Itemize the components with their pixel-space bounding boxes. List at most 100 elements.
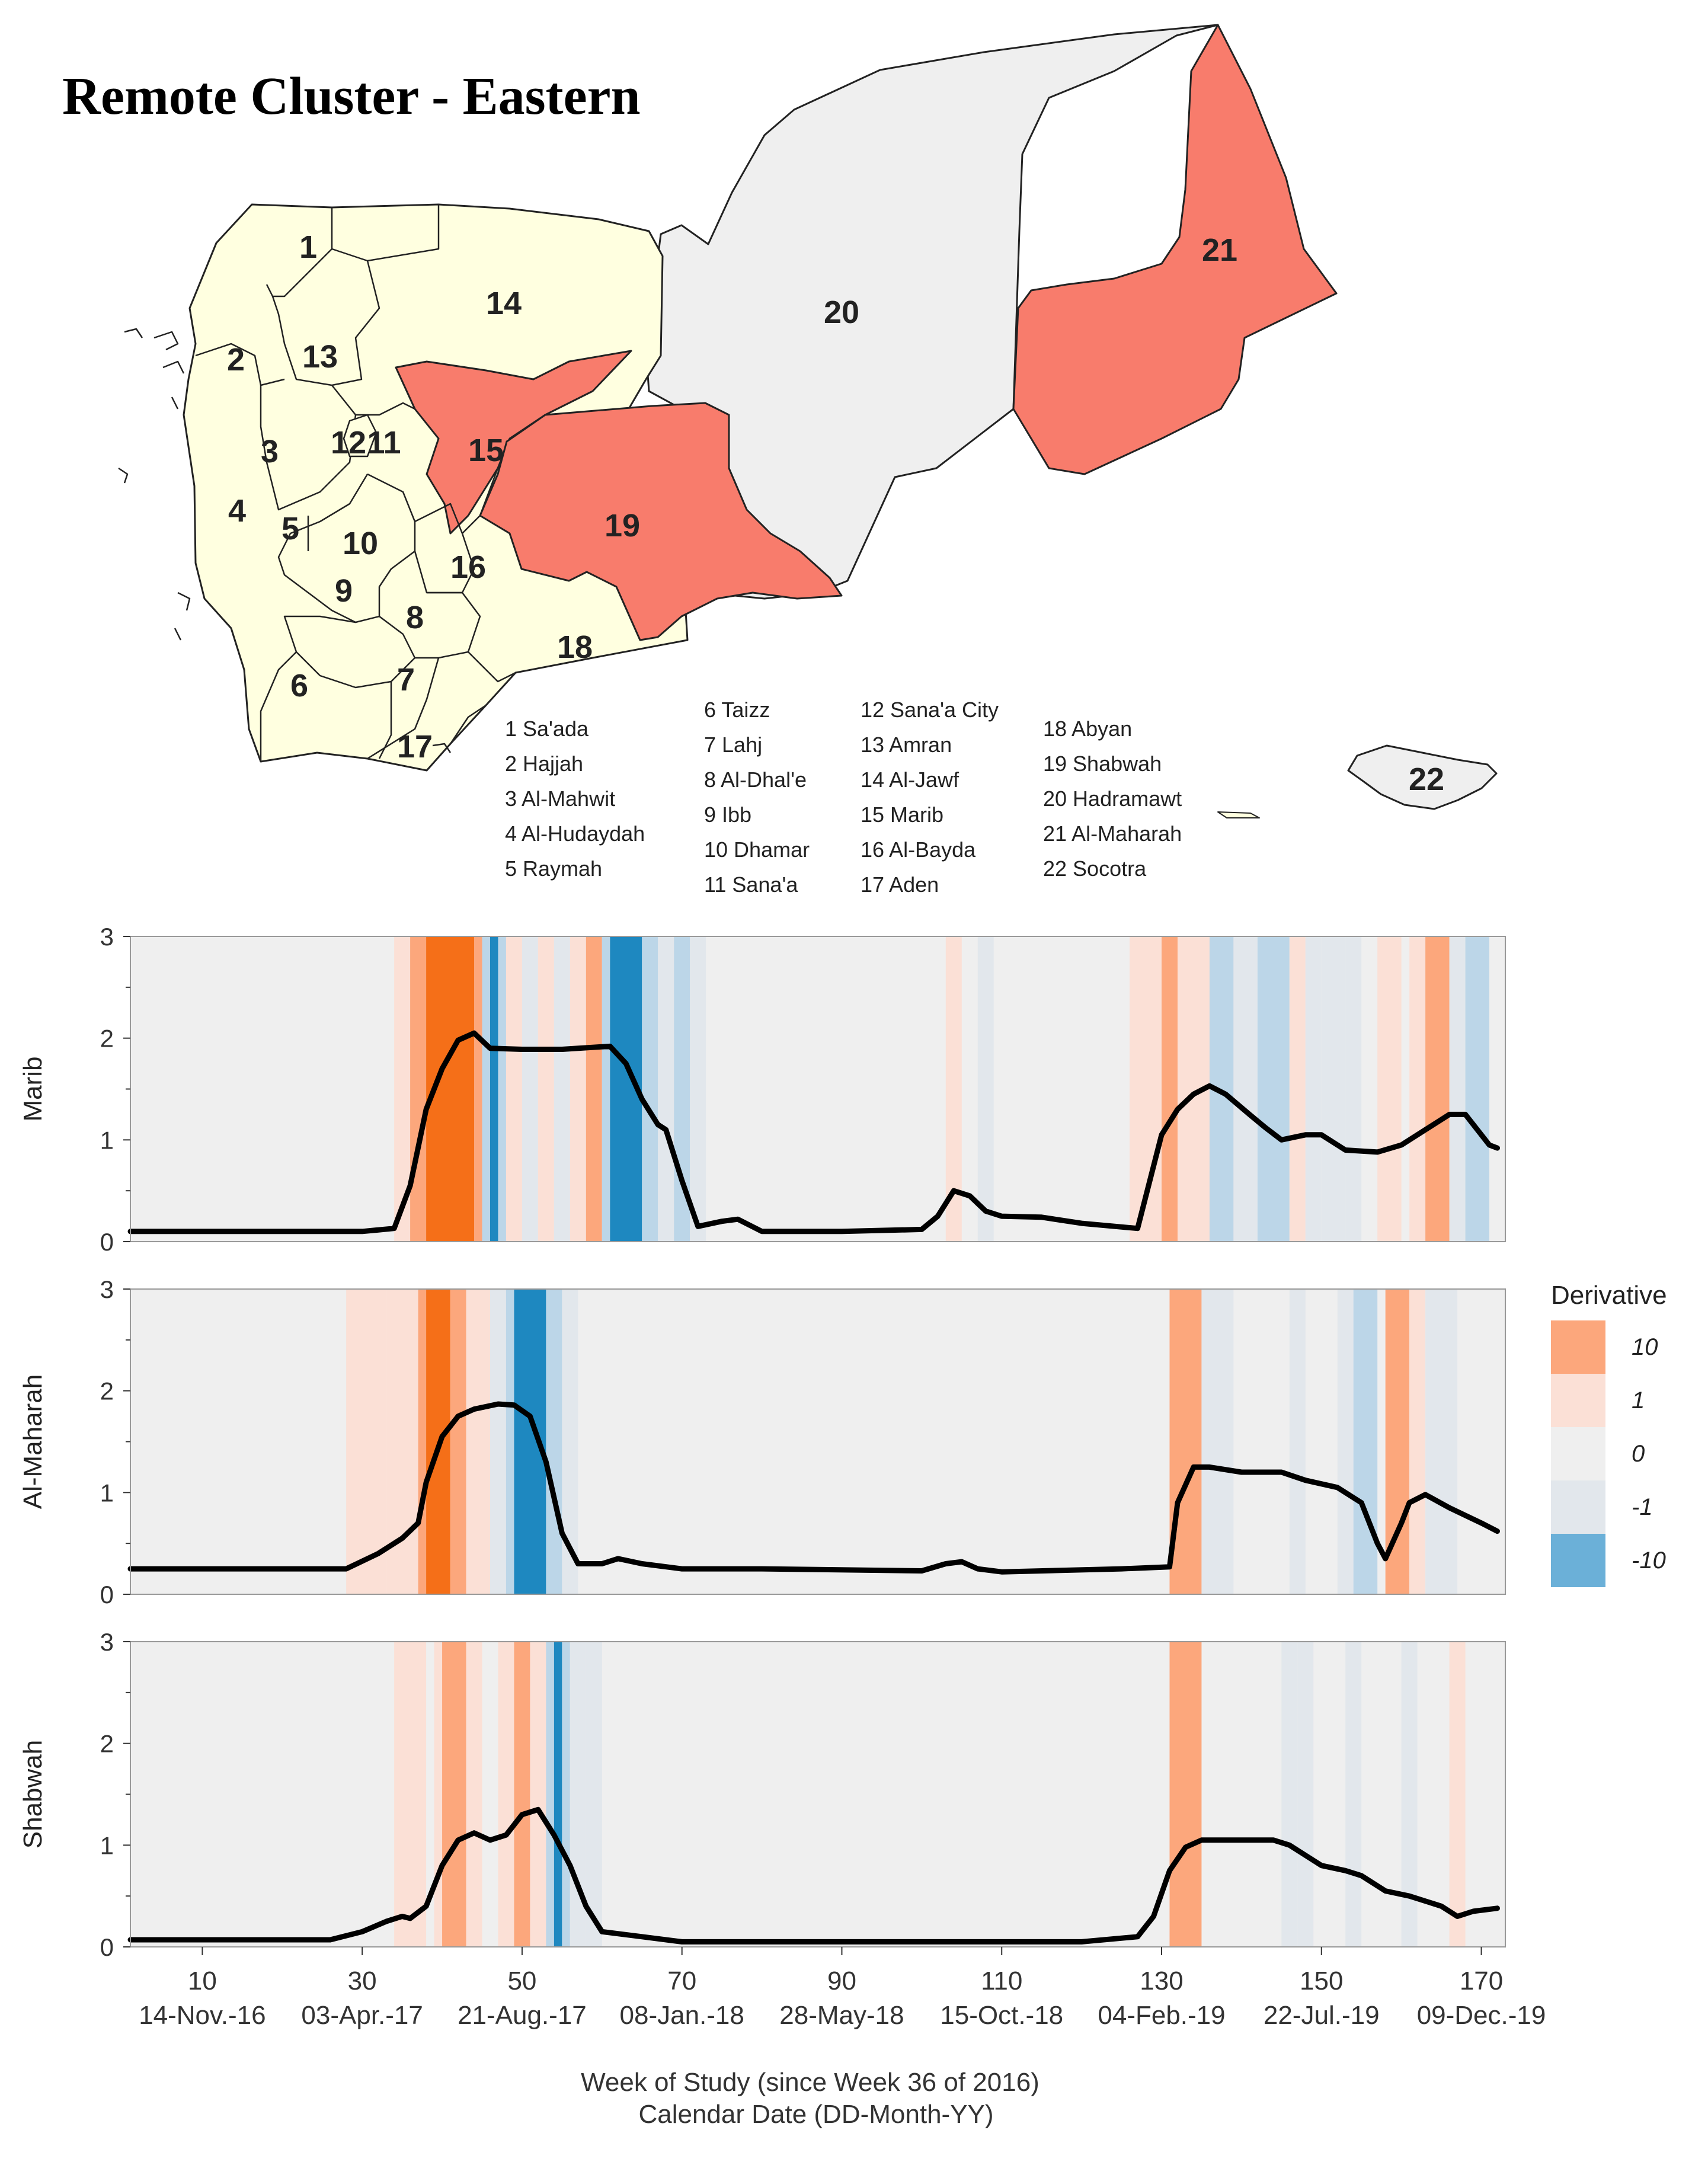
map-legend-item: 1 Sa'ada [505,717,589,741]
x-axis-title: Week of Study (since Week 36 of 2016) [581,2068,1039,2097]
region-label-13: 13 [302,339,338,375]
x-tick-label: 30 [348,1966,377,1995]
derivative-band [1289,1289,1306,1594]
y-tick-label: 0 [100,1581,114,1608]
panel-label: Shabwah [18,1740,47,1849]
derivative-band [546,1642,554,1947]
x-date-label: 21-Aug.-17 [458,2001,587,2030]
map-legend-item: 2 Hajjah [505,751,583,776]
x-date-label: 03-Apr.-17 [301,2001,423,2030]
map-legend-item: 16 Al-Bayda [861,837,976,862]
derivative-band [346,1289,386,1594]
x-date-label: 04-Feb.-19 [1098,2001,1225,2030]
derivative-legend-label: 0 [1632,1441,1645,1467]
derivative-band [1409,936,1426,1242]
derivative-band [1425,1289,1458,1594]
derivative-band [1409,1289,1426,1594]
region-label-16: 16 [450,549,486,585]
derivative-band [1401,1642,1418,1947]
region-label-19: 19 [604,508,640,543]
y-tick-label: 2 [100,1377,114,1405]
region-21 [1012,24,1338,475]
region-19 [479,402,843,641]
derivative-band [546,1289,562,1594]
derivative-band [1377,936,1402,1242]
map-legend-item: 9 Ibb [704,802,751,827]
region-label-10: 10 [343,526,378,561]
x-axis-subtitle: Calendar Date (DD-Month-YY) [638,2100,993,2129]
x-date-label: 15-Oct.-18 [940,2001,1063,2030]
region-label-14: 14 [486,286,522,321]
map-legend: 1 Sa'ada 2 Hajjah 3 Al-Mahwit 4 Al-Hudaydah… [505,698,1182,897]
derivative-band [482,936,490,1242]
derivative-band [1353,1289,1378,1594]
region-label-4: 4 [228,493,246,529]
region-label-7: 7 [397,662,415,698]
derivative-band [1449,1642,1466,1947]
y-tick-label: 3 [100,923,114,951]
derivative-band [466,1642,482,1947]
derivative-band [466,1289,490,1594]
derivative-band [514,1642,530,1947]
derivative-band [538,936,554,1242]
derivative-band [394,1642,427,1947]
region-label-21: 21 [1202,232,1237,268]
panel-al-maharah: 0 1 2 3 Al-Maharah [18,1275,1506,1608]
x-tick-label: 150 [1300,1966,1343,1995]
y-tick-label: 1 [100,1831,114,1859]
derivative-band [1169,1642,1202,1947]
derivative-band [1425,936,1450,1242]
derivative-legend-key [1551,1480,1605,1534]
x-tick-label: 70 [667,1966,696,1995]
derivative-band [1257,936,1290,1242]
derivative-band [506,1289,514,1594]
map-legend-item: 15 Marib [861,802,943,827]
derivative-band [1162,936,1178,1242]
region-label-12: 12 [331,425,366,460]
region-22 [1347,744,1498,810]
derivative-band [1345,1642,1362,1947]
derivative-band [506,936,522,1242]
map-legend-item: 13 Amran [861,733,952,757]
series-line-shabwah [127,1806,1500,1945]
series-line-al-maharah [127,1401,1500,1575]
map-legend-item: 14 Al-Jawf [861,767,959,792]
panel-marib: 0 1 2 3 Marib [18,923,1506,1256]
map-legend-item: 5 Raymah [505,856,602,881]
x-date-label: 14-Nov.-16 [139,2001,266,2030]
region-label-9: 9 [335,573,353,609]
derivative-band [977,936,994,1242]
region-label-17: 17 [397,729,433,765]
map-legend-item: 10 Dhamar [704,837,810,862]
map-legend-item: 19 Shabwah [1043,751,1162,776]
map-legend-item: 8 Al-Dhal'e [704,767,807,792]
derivative-band [586,936,602,1242]
derivative-band [554,1642,562,1947]
derivative-band [530,1642,546,1947]
region-label-8: 8 [406,600,424,635]
derivative-band [1321,936,1346,1242]
derivative-legend-key [1551,1374,1605,1427]
derivative-band [1297,1642,1314,1947]
region-label-2: 2 [227,342,245,378]
derivative-band [418,1289,427,1594]
series-line-marib [127,1030,1500,1235]
derivative-band [410,936,427,1242]
island-abd-al-kuri [1217,811,1260,818]
derivative-band [1233,936,1258,1242]
derivative-legend-label: -10 [1632,1547,1666,1574]
region-label-6: 6 [290,668,308,703]
derivative-band [658,936,674,1242]
region-label-20: 20 [824,295,859,330]
x-tick-label: 50 [507,1966,536,1995]
map-legend-item: 6 Taizz [704,698,770,722]
map-region-labels: 1 2 3 4 5 6 7 8 9 10 11 12 13 14 15 16 1… [227,229,1444,797]
derivative-band [1305,936,1322,1242]
x-date-label: 22-Jul.-19 [1264,2001,1380,2030]
derivative-band [562,1642,570,1947]
map-legend-item: 17 Aden [861,872,939,897]
map-legend-item: 11 Sana'a [704,872,798,897]
x-date-label: 08-Jan.-18 [620,2001,744,2030]
region-label-22: 22 [1409,762,1444,797]
